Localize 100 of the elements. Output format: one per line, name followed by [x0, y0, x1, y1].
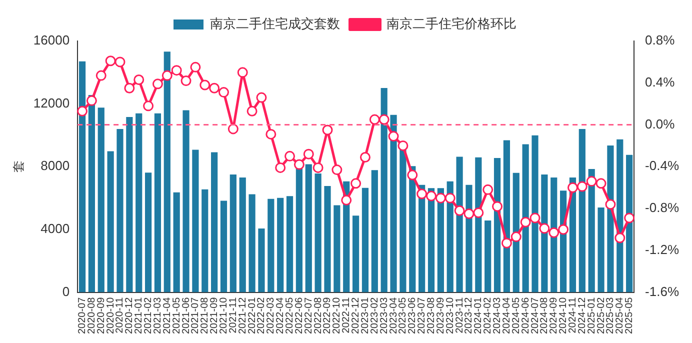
bar — [607, 145, 614, 292]
point — [388, 131, 399, 142]
bar — [466, 184, 472, 292]
point — [322, 124, 333, 136]
x-tick-label: 2023-04 — [388, 296, 400, 334]
point — [539, 223, 550, 234]
x-tick-label: 2023-10 — [444, 296, 456, 334]
point — [124, 82, 135, 94]
bar — [88, 95, 95, 292]
y2-tick-label: 0.4% — [645, 74, 676, 90]
x-tick-label: 2021-03 — [152, 296, 164, 334]
bar — [211, 152, 218, 292]
point — [152, 78, 163, 90]
point — [407, 170, 418, 180]
x-tick-label: 2024-04 — [501, 296, 512, 334]
x-tick-label: 2024-08 — [539, 296, 550, 334]
point — [605, 199, 616, 210]
bar — [98, 108, 104, 292]
x-tick-label: 2020-07 — [77, 296, 88, 334]
x-tick-label: 2025-05 — [624, 296, 636, 334]
bar — [371, 170, 378, 292]
point — [350, 178, 362, 189]
point — [520, 216, 531, 228]
x-tick-label: 2025-04 — [614, 296, 626, 334]
bar — [107, 151, 114, 292]
point — [77, 106, 88, 116]
bar — [78, 61, 86, 292]
y2-tick-label: -0.4% — [645, 158, 680, 174]
x-tick-label: 2022-11 — [341, 296, 352, 334]
x-tick-label: 2024-09 — [548, 296, 560, 334]
x-tick-label: 2023-11 — [454, 296, 466, 334]
point — [464, 208, 474, 220]
y2-tick-label: -1.2% — [645, 242, 680, 257]
y-tick-label: 12000 — [33, 95, 70, 110]
bar — [192, 150, 199, 292]
x-tick-label: 2022-03 — [266, 296, 277, 334]
bar — [475, 157, 482, 292]
x-tick-label: 2024-05 — [510, 296, 522, 334]
x-tick-label: 2024-12 — [576, 296, 588, 334]
point — [624, 212, 635, 224]
point — [492, 201, 503, 212]
x-tick-label: 2023-05 — [398, 296, 409, 334]
point — [190, 62, 201, 72]
point — [360, 152, 370, 162]
bar — [164, 52, 170, 292]
bar — [522, 144, 529, 292]
bar — [173, 192, 180, 292]
legend-label: 南京二手住宅成交套数 — [210, 16, 340, 32]
point — [510, 232, 522, 242]
x-tick-label: 2021-12 — [237, 296, 248, 334]
x-tick-label: 2023-01 — [360, 296, 371, 334]
point — [96, 70, 106, 81]
x-tick-label: 2022-08 — [312, 296, 324, 334]
bar — [352, 216, 360, 292]
point — [378, 114, 390, 125]
x-tick-label: 2021-04 — [162, 296, 173, 334]
x-tick-label: 2022-01 — [246, 296, 258, 334]
bar — [314, 174, 322, 292]
bar — [202, 189, 208, 292]
bar — [239, 177, 246, 292]
point — [209, 82, 220, 94]
legend-label: 南京二手住宅价格环比 — [386, 16, 516, 32]
x-tick-label: 2025-03 — [605, 296, 616, 334]
x-tick-label: 2023-07 — [416, 296, 428, 334]
y-tick-label: 16000 — [33, 32, 70, 48]
x-tick-label: 2023-06 — [407, 296, 418, 334]
point — [200, 80, 210, 90]
x-tick-label: 2021-05 — [171, 296, 182, 334]
bar — [296, 168, 303, 292]
point — [114, 56, 126, 68]
x-tick-label: 2024-10 — [558, 296, 570, 334]
point — [567, 182, 578, 193]
x-tick-label: 2024-01 — [473, 296, 484, 334]
bar — [512, 172, 520, 292]
bar — [116, 128, 124, 292]
point — [596, 178, 606, 189]
y-axis-title: 套 — [12, 160, 26, 173]
y-tick-label: 8000 — [40, 158, 70, 174]
bar — [550, 177, 558, 292]
point — [586, 176, 597, 187]
x-tick-label: 2025-01 — [586, 296, 598, 334]
bar — [126, 117, 133, 292]
x-tick-label: 2021-07 — [190, 296, 202, 334]
x-tick-label: 2020-10 — [105, 296, 116, 334]
x-tick-label: 2022-05 — [284, 296, 296, 334]
point — [501, 238, 512, 248]
point — [105, 56, 116, 66]
bar — [286, 196, 294, 292]
bar — [248, 194, 256, 292]
y-tick-label: 4000 — [40, 221, 70, 236]
point — [435, 192, 446, 204]
x-tick-label: 2024-02 — [482, 296, 494, 334]
x-tick-label: 2022-10 — [332, 296, 343, 334]
point — [444, 192, 456, 204]
bar — [380, 88, 388, 292]
x-tick-label: 2022-04 — [275, 296, 286, 334]
x-tick-label: 2020-09 — [96, 296, 107, 334]
point — [171, 65, 182, 76]
bar — [334, 205, 340, 292]
y2-tick-label: 0.8% — [645, 32, 676, 48]
